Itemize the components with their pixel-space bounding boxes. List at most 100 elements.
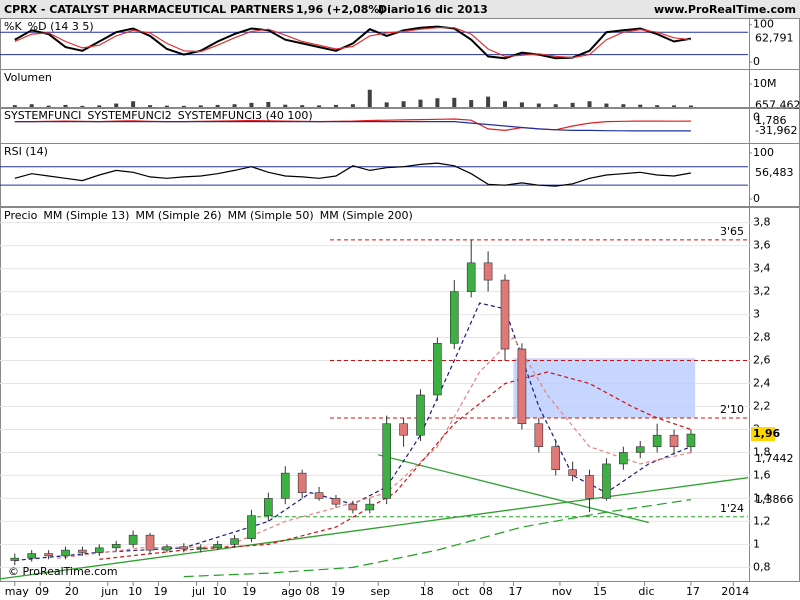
volume-bar — [80, 105, 85, 107]
date: 16 dic 2013 — [416, 3, 488, 16]
legend-entry: %K — [4, 20, 22, 33]
legend-entry: SYSTEMFUNCI2 — [87, 109, 171, 122]
candle-body — [568, 469, 577, 476]
y-tick-label: 2,6 — [753, 354, 771, 367]
candle-body — [365, 503, 375, 511]
level-label: 3'65 — [720, 225, 744, 238]
volume-bar — [367, 89, 372, 107]
legend-entry: MM (Simple 50) — [228, 209, 314, 222]
y-tick-label: 10M — [753, 77, 777, 90]
candle-body — [247, 515, 256, 539]
x-tick-label: sep — [370, 585, 389, 598]
candle-body — [10, 557, 20, 561]
volume-bar — [131, 101, 136, 107]
volume-bar — [435, 98, 440, 107]
candle-body — [297, 472, 307, 493]
volume-bar — [164, 105, 169, 107]
quote: 1,96 (+2,08%) — [296, 3, 384, 16]
x-tick-label: 18 — [420, 585, 434, 598]
period: Diario — [378, 3, 416, 16]
site: www.ProRealTime.com — [654, 3, 796, 16]
volume-bar — [333, 104, 338, 107]
volume-bar — [418, 99, 423, 107]
candle-body — [27, 553, 36, 559]
volume-bar — [215, 104, 220, 107]
legend-entry: SYSTEMFUNCI — [4, 109, 81, 122]
volume-bar — [486, 96, 491, 107]
volume-bar — [604, 103, 609, 107]
candle-body — [585, 475, 594, 499]
volume-bar — [452, 97, 457, 107]
x-tick-label: 08 — [306, 585, 320, 598]
y-tick-label: 0,8 — [753, 560, 771, 573]
moving-average — [99, 371, 692, 560]
volume-bar — [63, 104, 68, 107]
x-tick-label: ago — [281, 585, 302, 598]
candle-body — [348, 503, 358, 511]
volume-bar — [283, 104, 288, 107]
candle-body — [619, 452, 628, 465]
y-tick-label: 100 — [753, 146, 774, 159]
candle-body — [500, 279, 510, 350]
x-tick-label: 08 — [479, 585, 493, 598]
candle-body — [78, 549, 87, 553]
volume-bar — [536, 103, 541, 107]
legend-entry: %D (14 3 5) — [28, 20, 94, 33]
last-value-label: -31,962 — [755, 124, 797, 137]
y-tick-label: 3,2 — [753, 285, 771, 298]
last-value-label: 1,96 — [753, 427, 780, 440]
candle-body — [466, 262, 476, 292]
volume-bar — [266, 101, 271, 107]
candle-body — [179, 546, 189, 550]
y-tick-label: 2,4 — [753, 377, 771, 390]
x-tick-label: jul — [191, 585, 205, 598]
candle-body — [534, 423, 544, 448]
indicator-line — [14, 25, 692, 60]
candle-body — [669, 434, 679, 448]
candle-body — [635, 446, 645, 453]
candle-body — [449, 291, 459, 344]
candle-body — [416, 394, 425, 436]
level-label: 1'24 — [720, 502, 744, 515]
y-tick-label: 2,8 — [753, 331, 771, 344]
candle-body — [399, 423, 408, 436]
y-tick-label: 1,4 — [753, 491, 771, 504]
volume-bar — [587, 101, 592, 107]
y-tick-label: 0 — [753, 111, 760, 124]
candle-body — [551, 446, 561, 470]
candle-body — [602, 463, 611, 499]
volume-bar — [12, 105, 17, 107]
volume-bar — [148, 105, 153, 107]
x-tick-label: 2014 — [721, 585, 749, 598]
x-tick-label: oct — [452, 585, 470, 598]
volume-bar — [46, 105, 51, 107]
volume-bar — [317, 105, 322, 107]
candle-body — [162, 546, 172, 551]
y-tick-label: 0 — [753, 192, 760, 205]
candle-body — [314, 492, 324, 499]
moving-average — [183, 499, 691, 578]
last-value-label: 56,483 — [755, 166, 794, 179]
y-tick-label: 3,6 — [753, 239, 771, 252]
y-tick-label: 1,6 — [753, 468, 771, 481]
legend-entry: MM (Simple 200) — [320, 209, 413, 222]
y-tick-label: 0 — [753, 55, 760, 68]
volume-bar — [300, 105, 305, 107]
candle-body — [433, 342, 442, 396]
x-tick-label: 10 — [213, 585, 227, 598]
legend-entry: Precio — [4, 209, 38, 222]
legend-entry: SYSTEMFUNCI3 (40 100) — [178, 109, 313, 122]
panel-frame — [0, 69, 800, 109]
candle-body — [517, 348, 527, 425]
last-value-box — [751, 427, 775, 442]
x-tick-label: 15 — [593, 585, 607, 598]
volume-bar — [553, 104, 558, 107]
x-tick-label: 10 — [128, 585, 142, 598]
x-tick-label: jun — [100, 585, 118, 598]
x-tick-label: 19 — [242, 585, 256, 598]
x-tick-label: 17 — [686, 585, 700, 598]
x-tick-label: nov — [552, 585, 573, 598]
y-tick-label: 3,8 — [753, 216, 771, 229]
last-value-label: 657.462 — [755, 98, 800, 111]
